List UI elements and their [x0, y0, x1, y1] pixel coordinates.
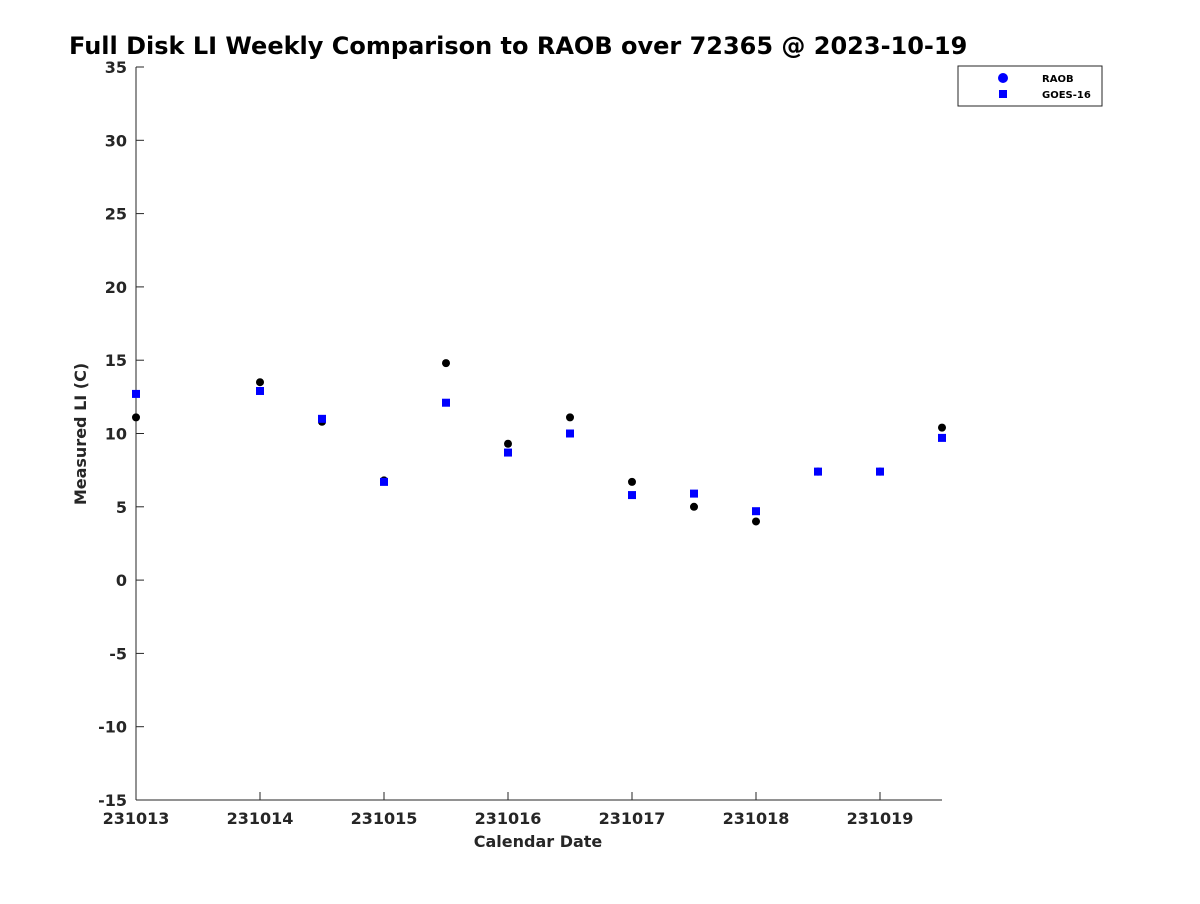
legend-box [957, 65, 1103, 107]
raob-point [256, 378, 264, 387]
goes-16-point [132, 389, 140, 398]
y-tick-label: 0 [116, 571, 127, 590]
goes-16-point [504, 448, 512, 457]
raob-point [628, 477, 636, 486]
raob-point [938, 423, 946, 432]
x-tick-label: 231019 [847, 809, 914, 828]
raob-point [504, 439, 512, 448]
x-axis-ticks: 231013 231014 231015 231016 231017 231018 2310… [103, 792, 914, 828]
x-axis-label: Calendar Date [474, 832, 603, 851]
goes-16-point [690, 489, 698, 498]
y-tick-label: 5 [116, 498, 127, 517]
goes-16-point [318, 414, 326, 423]
y-tick-label: -5 [109, 644, 127, 663]
goes-16-point [442, 398, 450, 407]
y-axis-label: Measured LI (C) [71, 363, 90, 505]
chart-title: Full Disk LI Weekly Comparison to RAOB o… [69, 32, 967, 60]
raob-point [132, 413, 140, 422]
x-tick-label: 231015 [351, 809, 418, 828]
legend-marker-goes-16 [999, 90, 1007, 98]
x-tick-label: 231016 [475, 809, 542, 828]
y-tick-label: -15 [98, 791, 127, 810]
goes-16-point [628, 491, 636, 500]
legend-marker-raob [998, 73, 1008, 83]
y-tick-label: 30 [105, 131, 127, 150]
y-tick-label: 10 [105, 425, 127, 444]
axes [135, 67, 942, 801]
y-axis-ticks: 35 30 25 20 15 10 5 0 -5 -10 -15 [98, 58, 144, 810]
raob-point [566, 413, 574, 422]
legend-label-goes-16: GOES-16 [1042, 90, 1091, 101]
x-tick-label: 231014 [227, 809, 294, 828]
x-tick-label: 231018 [723, 809, 790, 828]
raob-point [690, 502, 698, 511]
legend-label-raob: RAOB [1042, 74, 1074, 85]
legend-items: RAOB GOES-16 [998, 73, 1091, 101]
y-tick-label: 20 [105, 278, 127, 297]
legend: RAOB GOES-16 [957, 65, 1103, 107]
goes-16-point [752, 507, 760, 516]
goes-16-point [566, 429, 574, 438]
goes-16-point [938, 433, 946, 442]
y-tick-label: 35 [105, 58, 127, 77]
y-tick-label: 15 [105, 351, 127, 370]
raob-point [442, 359, 450, 368]
x-tick-label: 231017 [599, 809, 666, 828]
raob-point [752, 517, 760, 526]
data-points [132, 359, 946, 526]
x-tick-label: 231013 [103, 809, 170, 828]
goes-16-point [256, 386, 264, 395]
y-tick-label: 25 [105, 205, 127, 224]
goes-16-point [876, 467, 884, 476]
goes-16-point [380, 477, 388, 486]
y-tick-label: -10 [98, 718, 127, 737]
goes-16-point [814, 467, 822, 476]
